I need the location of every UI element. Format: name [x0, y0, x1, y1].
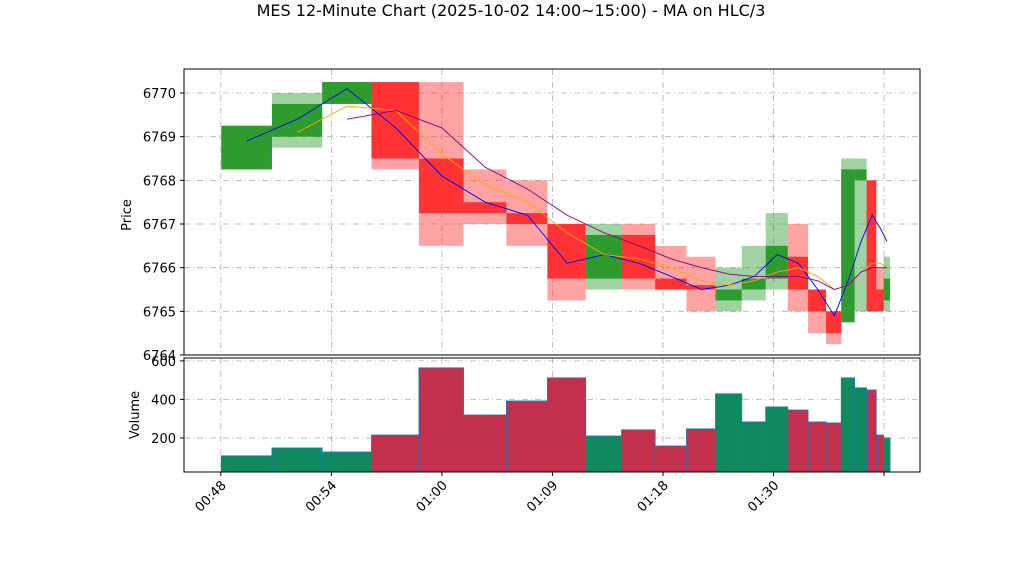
volume-bar [418, 367, 464, 473]
candle-body [371, 82, 419, 159]
price-frame [183, 68, 921, 356]
volume-bar [585, 435, 622, 473]
candle-body [883, 278, 891, 301]
volume-bar [321, 451, 372, 473]
volume-bar [686, 428, 716, 473]
candle-body [322, 82, 372, 104]
candle-body [547, 224, 586, 279]
y-tick-label: 6766 [143, 262, 176, 277]
candle-body [715, 289, 742, 301]
candle-body [826, 311, 842, 334]
volume-bar [840, 377, 855, 473]
candle-body [463, 202, 507, 214]
candle-body [765, 245, 788, 279]
candle-body [221, 125, 272, 170]
chart-title: MES 12-Minute Chart (2025-10-02 14:00~15… [257, 1, 766, 20]
volume-bar [807, 421, 827, 473]
y-tick-label: 6769 [143, 131, 176, 146]
y-tick-label: 6767 [143, 218, 176, 233]
candle-body [506, 213, 548, 225]
candle-body [418, 158, 464, 214]
candle-body [655, 278, 687, 290]
y-tick-label: 6765 [143, 305, 176, 320]
candle-body [808, 289, 827, 312]
candle-wick [686, 256, 716, 312]
volume-bar [271, 447, 323, 473]
candle-wick [741, 245, 766, 301]
y-tick-label: 6768 [143, 174, 176, 189]
volume-tick-label: 400 [151, 393, 176, 408]
volume-bar [883, 437, 891, 473]
candle-wick [463, 169, 507, 225]
ma-line [246, 88, 888, 317]
volume-bar [371, 434, 420, 473]
candle-body [585, 234, 622, 279]
volume-bar [875, 434, 885, 473]
candle-wick [854, 158, 867, 312]
candle-body [787, 256, 809, 290]
volume-bar [854, 387, 867, 473]
ma-line [346, 110, 887, 290]
volume-bar [506, 400, 548, 473]
candle-body [866, 180, 877, 312]
y-axis-label: Price [120, 199, 135, 231]
volume-bar [787, 409, 809, 473]
volume-bar [765, 406, 789, 473]
candle-body [841, 169, 855, 323]
volume-bar [546, 377, 587, 473]
volume-bar [715, 393, 743, 473]
candle-body [876, 289, 884, 312]
volume-axis-label: Volume [128, 391, 143, 439]
y-tick-label: 6764 [143, 349, 176, 364]
volume-tick-label: 600 [151, 355, 176, 370]
candle-body [854, 169, 867, 181]
candle-body [621, 234, 656, 279]
volume-bar [654, 445, 687, 473]
volume-frame [183, 357, 921, 473]
volume-bar [463, 414, 507, 473]
candle-body [741, 278, 766, 290]
volume-bar [825, 422, 842, 473]
volume-bar [866, 389, 877, 473]
volume-bar [621, 429, 656, 473]
volume-bar [741, 421, 767, 473]
candle-body [686, 285, 716, 290]
volume-tick-label: 200 [151, 432, 176, 447]
volume-bar [220, 455, 273, 473]
y-tick-label: 6770 [143, 87, 176, 102]
